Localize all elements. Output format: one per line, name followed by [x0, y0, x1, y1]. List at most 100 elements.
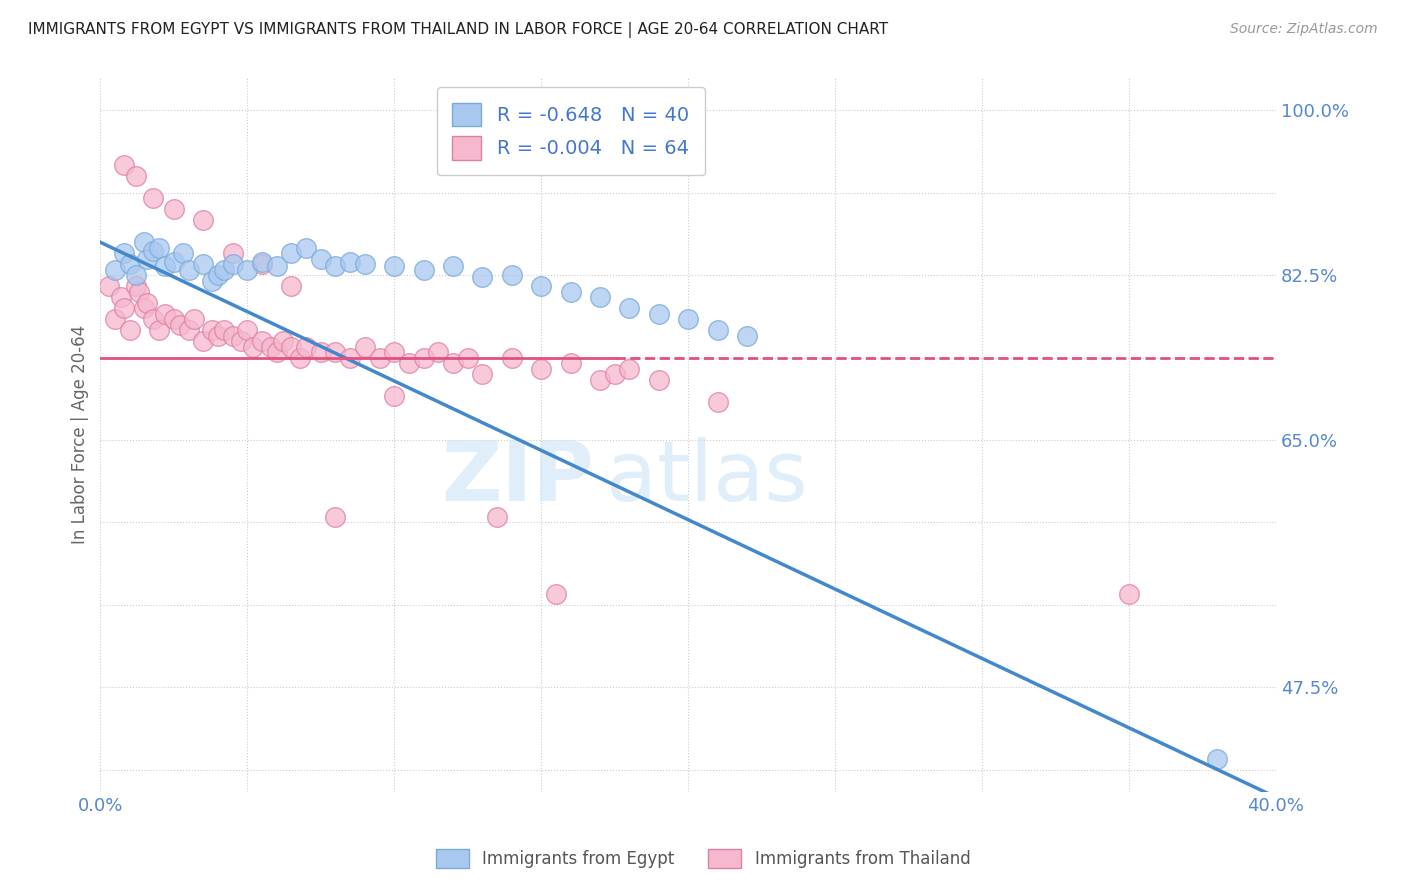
Point	[212, 262, 235, 277]
Point	[280, 246, 302, 260]
Point	[471, 270, 494, 285]
Point	[339, 255, 361, 269]
Legend: Immigrants from Egypt, Immigrants from Thailand: Immigrants from Egypt, Immigrants from T…	[429, 842, 977, 875]
Point	[112, 246, 135, 260]
Point	[250, 255, 273, 269]
Point	[735, 328, 758, 343]
Point	[295, 241, 318, 255]
Point	[412, 262, 434, 277]
Text: IMMIGRANTS FROM EGYPT VS IMMIGRANTS FROM THAILAND IN LABOR FORCE | AGE 20-64 COR: IMMIGRANTS FROM EGYPT VS IMMIGRANTS FROM…	[28, 22, 889, 38]
Point	[544, 587, 567, 601]
Point	[325, 260, 347, 274]
Point	[706, 323, 728, 337]
Point	[201, 323, 224, 337]
Y-axis label: In Labor Force | Age 20-64: In Labor Force | Age 20-64	[72, 325, 89, 544]
Point	[221, 257, 243, 271]
Point	[354, 340, 377, 354]
Point	[153, 260, 176, 274]
Point	[325, 345, 347, 359]
Point	[148, 241, 170, 255]
Point	[124, 268, 146, 283]
Point	[136, 252, 159, 266]
Point	[118, 257, 141, 271]
Point	[153, 307, 176, 321]
Point	[603, 367, 626, 381]
Point	[118, 323, 141, 337]
Point	[619, 301, 641, 316]
Point	[589, 373, 612, 387]
Point	[250, 257, 273, 271]
Point	[441, 356, 464, 370]
Point	[183, 312, 205, 326]
Point	[177, 262, 200, 277]
Point	[368, 351, 391, 365]
Point	[124, 279, 146, 293]
Point	[266, 260, 288, 274]
Point	[280, 279, 302, 293]
Point	[231, 334, 253, 348]
Point	[382, 389, 405, 403]
Point	[193, 334, 215, 348]
Point	[110, 290, 132, 304]
Point	[104, 262, 127, 277]
Point	[134, 301, 156, 316]
Point	[271, 334, 294, 348]
Point	[142, 244, 165, 258]
Point	[325, 510, 347, 524]
Point	[280, 340, 302, 354]
Point	[457, 351, 479, 365]
Point	[112, 301, 135, 316]
Point	[207, 268, 229, 283]
Point	[148, 323, 170, 337]
Point	[471, 367, 494, 381]
Point	[295, 340, 318, 354]
Point	[221, 328, 243, 343]
Point	[501, 268, 523, 283]
Point	[250, 334, 273, 348]
Point	[501, 351, 523, 365]
Point	[560, 285, 582, 299]
Point	[339, 351, 361, 365]
Point	[589, 290, 612, 304]
Point	[398, 356, 420, 370]
Point	[676, 312, 699, 326]
Point	[354, 257, 377, 271]
Point	[193, 213, 215, 227]
Point	[212, 323, 235, 337]
Point	[560, 356, 582, 370]
Point	[530, 361, 553, 376]
Text: Source: ZipAtlas.com: Source: ZipAtlas.com	[1230, 22, 1378, 37]
Point	[98, 279, 121, 293]
Text: atlas: atlas	[606, 437, 807, 518]
Point	[1206, 752, 1229, 766]
Point	[134, 235, 156, 250]
Point	[486, 510, 509, 524]
Point	[266, 345, 288, 359]
Point	[104, 312, 127, 326]
Point	[1118, 587, 1140, 601]
Point	[172, 246, 194, 260]
Point	[648, 307, 671, 321]
Point	[706, 394, 728, 409]
Point	[382, 345, 405, 359]
Point	[112, 158, 135, 172]
Point	[128, 285, 150, 299]
Point	[193, 257, 215, 271]
Point	[177, 323, 200, 337]
Point	[619, 361, 641, 376]
Point	[124, 169, 146, 184]
Text: ZIP: ZIP	[441, 437, 595, 518]
Point	[163, 312, 186, 326]
Point	[136, 295, 159, 310]
Point	[142, 312, 165, 326]
Point	[427, 345, 450, 359]
Point	[260, 340, 283, 354]
Point	[290, 351, 312, 365]
Point	[163, 255, 186, 269]
Point	[530, 279, 553, 293]
Point	[163, 202, 186, 217]
Point	[648, 373, 671, 387]
Point	[309, 345, 332, 359]
Point	[221, 246, 243, 260]
Point	[169, 318, 191, 332]
